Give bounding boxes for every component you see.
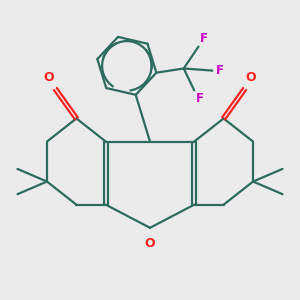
Text: F: F: [196, 92, 204, 105]
Text: F: F: [200, 32, 208, 45]
Text: F: F: [216, 64, 224, 77]
Text: O: O: [246, 71, 256, 84]
Text: O: O: [44, 71, 54, 84]
Text: O: O: [145, 237, 155, 250]
